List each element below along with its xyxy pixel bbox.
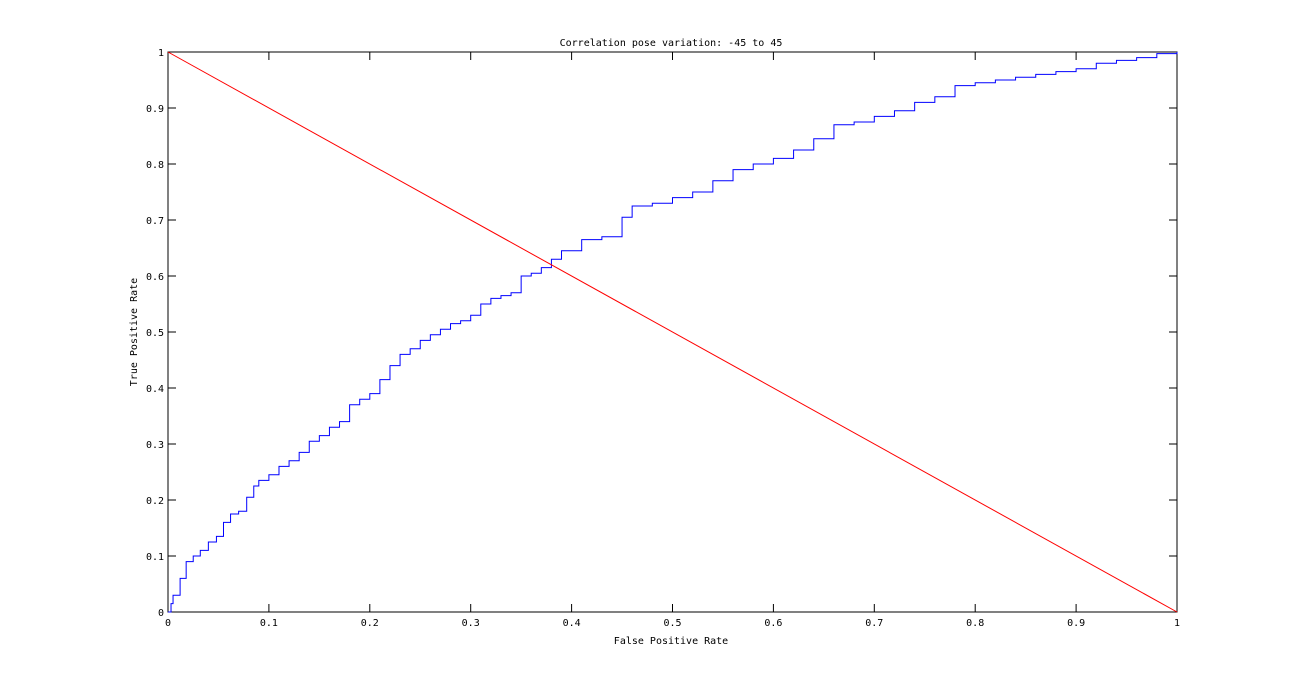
x-tick-label: 0.8 <box>966 618 984 629</box>
y-tick-label: 0.7 <box>146 216 164 227</box>
y-tick-label: 0.9 <box>146 104 164 115</box>
y-tick-label: 1 <box>158 48 164 59</box>
x-tick-label: 0.5 <box>663 618 681 629</box>
y-tick-label: 0.4 <box>146 384 164 395</box>
y-tick-label: 0.2 <box>146 496 164 507</box>
y-tick-label: 0.8 <box>146 160 164 171</box>
y-tick-label: 0.6 <box>146 272 164 283</box>
y-axis-label: True Positive Rate <box>129 278 140 386</box>
x-tick-label: 0 <box>165 618 171 629</box>
plot-area: 0 0.1 0.2 0.3 0.4 0.5 0.6 0.7 0.8 0.9 1 0 0.1 0.2 0.3 0… <box>146 48 1180 629</box>
x-tick-label: 0.4 <box>563 618 581 629</box>
y-tick-label: 0 <box>158 608 164 619</box>
x-axis-label: False Positive Rate <box>614 636 728 647</box>
x-tick-label: 0.3 <box>462 618 480 629</box>
chance-diagonal-line <box>167 51 1178 613</box>
x-tick-label: 0.1 <box>260 618 278 629</box>
x-tick-label: 0.9 <box>1067 618 1085 629</box>
x-tick-label: 0.6 <box>764 618 782 629</box>
y-tick-label: 0.5 <box>146 328 164 339</box>
chart-title: Correlation pose variation: -45 to 45 <box>560 38 783 49</box>
x-tick-label: 1 <box>1174 618 1180 629</box>
y-tick-label: 0.3 <box>146 440 164 451</box>
roc-curve-line <box>168 52 1178 613</box>
y-tick-label: 0.1 <box>146 552 164 563</box>
x-tick-label: 0.2 <box>361 618 379 629</box>
x-tick-label: 0.7 <box>865 618 883 629</box>
